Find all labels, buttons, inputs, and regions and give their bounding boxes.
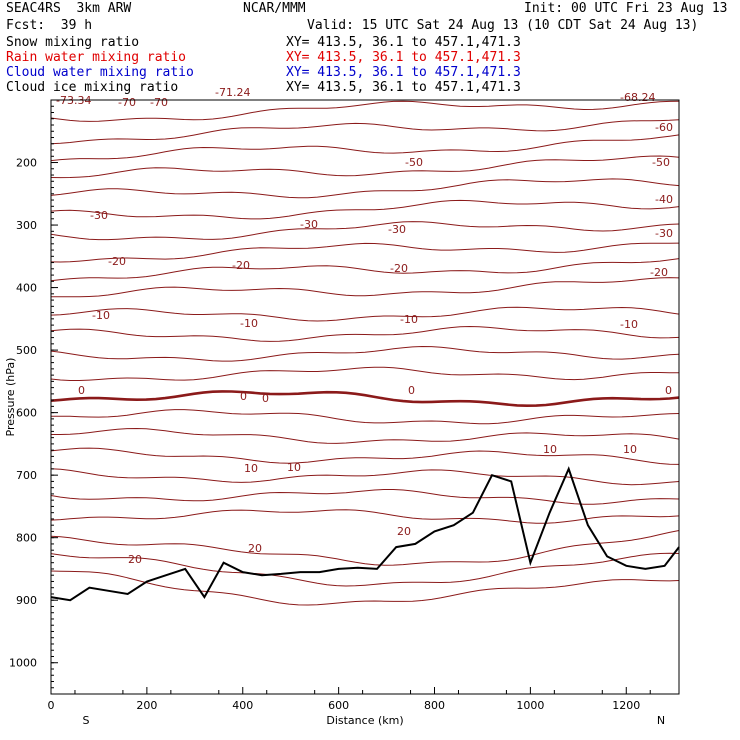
contour-label: 0 bbox=[78, 384, 85, 397]
y-tick-label: 1000 bbox=[9, 657, 37, 670]
contour-label: 0 bbox=[262, 392, 269, 405]
isotherm-line bbox=[50, 155, 680, 179]
isotherm-line bbox=[50, 325, 680, 342]
contour-label: -60 bbox=[655, 121, 673, 134]
plot-frame bbox=[50, 99, 680, 695]
isotherm-line bbox=[50, 345, 680, 362]
x-tick-label: 600 bbox=[328, 699, 349, 712]
isotherm-line bbox=[50, 100, 680, 122]
contour-label: -20 bbox=[390, 262, 408, 275]
x-tick-label: 200 bbox=[136, 699, 157, 712]
field-snow-label: Snow mixing ratio bbox=[6, 35, 140, 50]
isotherm-line bbox=[50, 277, 680, 298]
contour-label: -68.24 bbox=[620, 91, 655, 104]
isotherm-line bbox=[50, 366, 680, 381]
valid-time: Valid: 15 UTC Sat 24 Aug 13 (10 CDT Sat … bbox=[307, 18, 699, 33]
contour-label: -20 bbox=[650, 266, 668, 279]
contour-label: 0 bbox=[408, 384, 415, 397]
x-tick-label: 0 bbox=[48, 699, 55, 712]
field-snow-xy: XY= 413.5, 36.1 to 457.1,471.3 bbox=[286, 35, 521, 50]
contour-label: -10 bbox=[400, 313, 418, 326]
north-label: N bbox=[657, 714, 665, 727]
y-tick-label: 900 bbox=[16, 594, 37, 607]
isotherm-line bbox=[50, 306, 680, 322]
contour-label: -30 bbox=[388, 223, 406, 236]
field-rain-xy: XY= 413.5, 36.1 to 457.1,471.3 bbox=[286, 50, 521, 65]
contour-label: -50 bbox=[405, 156, 423, 169]
x-tick-label: 1200 bbox=[612, 699, 640, 712]
y-tick-label: 800 bbox=[16, 532, 37, 545]
y-tick-label: 500 bbox=[16, 344, 37, 357]
south-label: S bbox=[83, 714, 90, 727]
contour-label: -30 bbox=[655, 227, 673, 240]
contour-label: -10 bbox=[240, 317, 258, 330]
isotherm-line bbox=[50, 552, 680, 587]
isotherm-line bbox=[50, 409, 680, 425]
field-cloudice-label: Cloud ice mixing ratio bbox=[6, 80, 179, 95]
isotherm-line bbox=[50, 134, 680, 162]
isotherm-line bbox=[50, 468, 680, 486]
y-tick-label: 600 bbox=[16, 407, 37, 420]
contour-label: 20 bbox=[248, 542, 262, 555]
x-tick-label: 1000 bbox=[516, 699, 544, 712]
contour-label: -10 bbox=[92, 309, 110, 322]
isotherm-line bbox=[50, 447, 680, 465]
isotherm-line bbox=[50, 509, 680, 524]
contour-label: -71.24 bbox=[215, 86, 250, 99]
center-title: NCAR/MMM bbox=[243, 1, 306, 16]
contour-label: -50 bbox=[652, 156, 670, 169]
y-tick-label: 700 bbox=[16, 469, 37, 482]
isotherm-line bbox=[50, 390, 680, 408]
contour-label: -10 bbox=[620, 318, 638, 331]
isotherm-line bbox=[50, 258, 680, 282]
isotherm-line bbox=[50, 119, 680, 145]
isotherm-line bbox=[50, 178, 680, 199]
field-cloudwater-label: Cloud water mixing ratio bbox=[6, 65, 194, 80]
x-tick-label: 800 bbox=[424, 699, 445, 712]
y-axis-label: Pressure (hPa) bbox=[4, 358, 17, 437]
contour-label: -20 bbox=[232, 259, 250, 272]
contour-label: 0 bbox=[665, 384, 672, 397]
x-tick-label: 400 bbox=[232, 699, 253, 712]
y-tick-label: 400 bbox=[16, 282, 37, 295]
contour-label: -30 bbox=[90, 209, 108, 222]
isotherm-line bbox=[50, 489, 680, 505]
field-rain-label: Rain water mixing ratio bbox=[6, 50, 187, 65]
isotherm-line bbox=[51, 427, 680, 444]
contour-label: 10 bbox=[287, 461, 301, 474]
forecast-hour: Fcst: 39 h bbox=[6, 18, 93, 33]
x-axis-label: Distance (km) bbox=[326, 714, 403, 727]
contour-label: 20 bbox=[397, 525, 411, 538]
field-cloudice-xy: XY= 413.5, 36.1 to 457.1,471.3 bbox=[286, 80, 521, 95]
y-tick-label: 300 bbox=[16, 219, 37, 232]
init-time: Init: 00 UTC Fri 23 Aug 13 bbox=[524, 1, 728, 16]
isotherm-line bbox=[50, 221, 680, 241]
contour-labels: -73.34 -70-71.24-70 -68.24-60-50 -50-40-30-… bbox=[56, 86, 673, 566]
y-tick-label: 200 bbox=[16, 157, 37, 170]
contour-label: 0 bbox=[240, 390, 247, 403]
field-cloudwater-xy: XY= 413.5, 36.1 to 457.1,471.3 bbox=[286, 65, 521, 80]
contour-label: -70 bbox=[118, 96, 136, 109]
y-axis-ticks: 200 300 400 500 600 700 800 900 1000 bbox=[9, 105, 58, 689]
model-title: SEAC4RS 3km ARW bbox=[6, 1, 132, 16]
contour-label: 10 bbox=[543, 443, 557, 456]
contour-label: -30 bbox=[300, 218, 318, 231]
x-axis-ticks: 0 200 400 600 800 1000 1200 bbox=[48, 687, 651, 712]
contour-label: 20 bbox=[128, 553, 142, 566]
contour-label: 10 bbox=[623, 443, 637, 456]
contour-label: 10 bbox=[244, 462, 258, 475]
isotherm-contours bbox=[50, 100, 680, 606]
isotherm-line bbox=[50, 530, 680, 566]
contour-label: -40 bbox=[655, 193, 673, 206]
contour-label: -70 bbox=[150, 96, 168, 109]
contour-label: -20 bbox=[108, 255, 126, 268]
isotherm-line bbox=[50, 199, 680, 220]
isotherm-line bbox=[50, 242, 680, 263]
isotherm-line bbox=[50, 570, 680, 606]
terrain-line bbox=[50, 466, 680, 602]
